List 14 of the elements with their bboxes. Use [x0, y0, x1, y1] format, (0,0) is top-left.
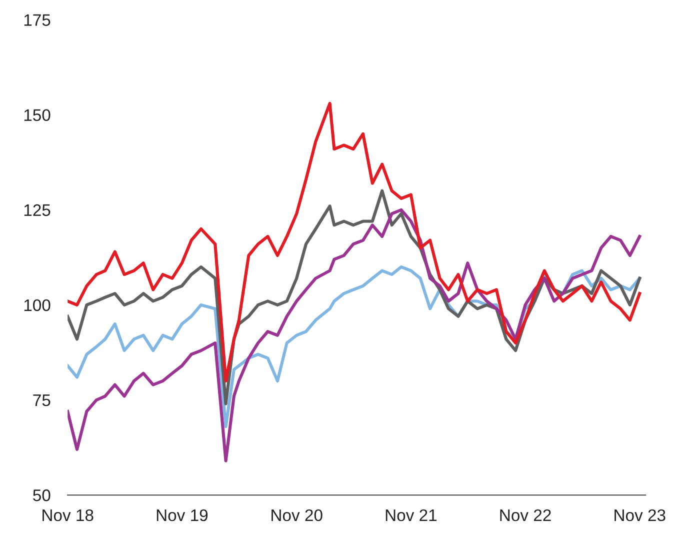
y-tick-label: 50: [33, 489, 50, 502]
y-tick-label: 125: [24, 204, 50, 216]
x-tick-label: Nov 22: [500, 509, 551, 522]
x-tick-label: Nov 23: [614, 509, 666, 522]
x-tick-label: Nov 20: [272, 509, 322, 522]
line-series: [68, 208, 642, 462]
y-tick-label: 175: [24, 14, 50, 26]
y-tick-label: 75: [33, 394, 50, 406]
x-tick-label: Nov 19: [156, 509, 208, 522]
x-tick-label: Nov 18: [42, 509, 94, 522]
y-tick-label: 150: [24, 109, 50, 122]
x-tick-label: Nov 21: [386, 509, 437, 522]
line-series: [68, 102, 642, 382]
y-tick-label: 100: [24, 299, 50, 312]
